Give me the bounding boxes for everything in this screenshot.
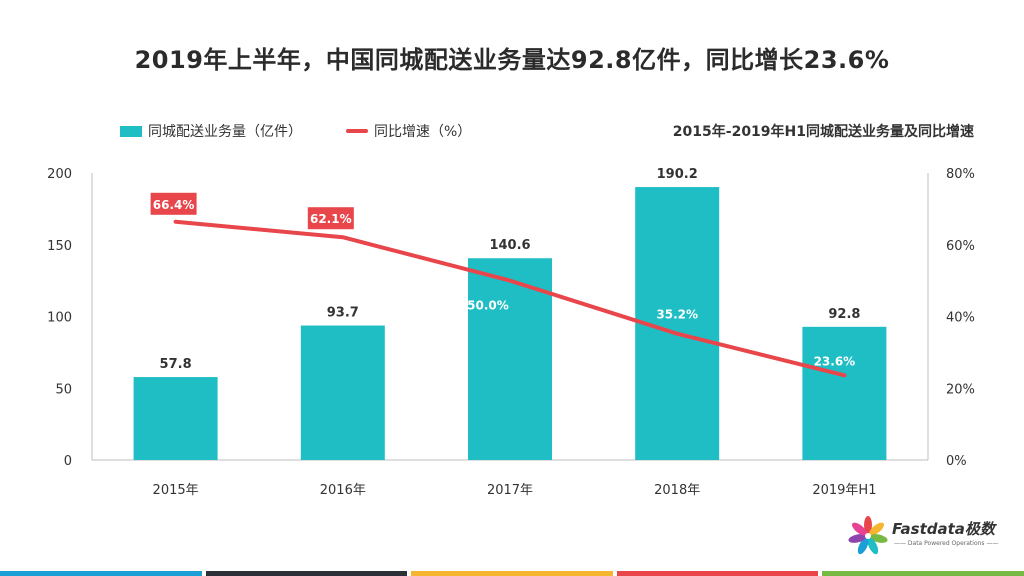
- footer-segment-1: [0, 571, 202, 576]
- bar: [300, 325, 385, 460]
- line-value-label: 35.2%: [656, 308, 698, 322]
- line-value-label: 23.6%: [814, 354, 856, 368]
- x-tick-label: 2016年: [320, 483, 366, 498]
- growth-line: [173, 219, 847, 378]
- chart-legend: 同城配送业务量（亿件） 同比增速（%）: [120, 121, 515, 141]
- x-tick-label: 2015年: [153, 483, 199, 498]
- bar-value-label: 93.7: [327, 306, 359, 321]
- logo-tagline: —— Data Powered Operations ——: [894, 540, 999, 547]
- flower-logo-icon: [848, 516, 888, 555]
- page-title: 2019年上半年，中国同城配送业务量达92.8亿件，同比增长23.6%: [134, 46, 890, 74]
- line-value-label: 50.0%: [467, 299, 509, 313]
- bar: [133, 377, 218, 460]
- y-tick-right: 20%: [946, 382, 975, 397]
- footer-segment-2: [205, 571, 408, 576]
- bar-value-label: 190.2: [657, 167, 698, 182]
- legend-item-line: 同比增速（%）: [346, 121, 471, 141]
- y-tick-left: 200: [47, 167, 72, 182]
- footer-segment-4: [616, 571, 819, 576]
- legend-swatch-line: [346, 129, 368, 133]
- line-value-label: 62.1%: [310, 212, 352, 226]
- x-tick-label: 2019年H1: [812, 483, 876, 498]
- bar: [468, 258, 552, 460]
- legend-label-bar: 同城配送业务量（亿件）: [148, 124, 302, 140]
- footer-segment-5: [822, 571, 1024, 576]
- bar-value-label: 92.8: [828, 307, 860, 322]
- y-tick-right: 40%: [946, 311, 975, 326]
- y-tick-right: 0%: [946, 454, 967, 469]
- footer-segment-3: [411, 571, 613, 576]
- line-label-box: [150, 192, 197, 215]
- y-tick-left: 0: [64, 454, 72, 469]
- fastdata-logo: Fastdata极数 —— Data Powered Operations ——: [848, 514, 998, 558]
- legend-label-line: 同比增速（%）: [374, 124, 472, 140]
- x-tick-label: 2018年: [654, 483, 700, 498]
- legend-swatch-bar: [120, 125, 142, 137]
- y-tick-right: 80%: [946, 167, 975, 182]
- x-tick-label: 2017年: [487, 483, 533, 498]
- chart-subtitle: 2015年-2019年H1同城配送业务量及同比增速: [672, 124, 974, 140]
- y-tick-left: 150: [47, 239, 72, 254]
- footer-color-strip: [0, 571, 1024, 576]
- line-value-label: 66.4%: [153, 198, 195, 212]
- bar-value-label: 57.8: [160, 357, 192, 372]
- bar-value-label: 140.6: [489, 238, 530, 253]
- legend-item-bar: 同城配送业务量（亿件）: [120, 121, 302, 141]
- y-tick-left: 100: [47, 311, 72, 326]
- y-tick-left: 50: [55, 382, 72, 397]
- bar: [802, 326, 887, 460]
- logo-brand-text: Fastdata极数: [892, 520, 995, 538]
- line-label-box: [307, 207, 354, 230]
- y-tick-right: 60%: [946, 239, 975, 254]
